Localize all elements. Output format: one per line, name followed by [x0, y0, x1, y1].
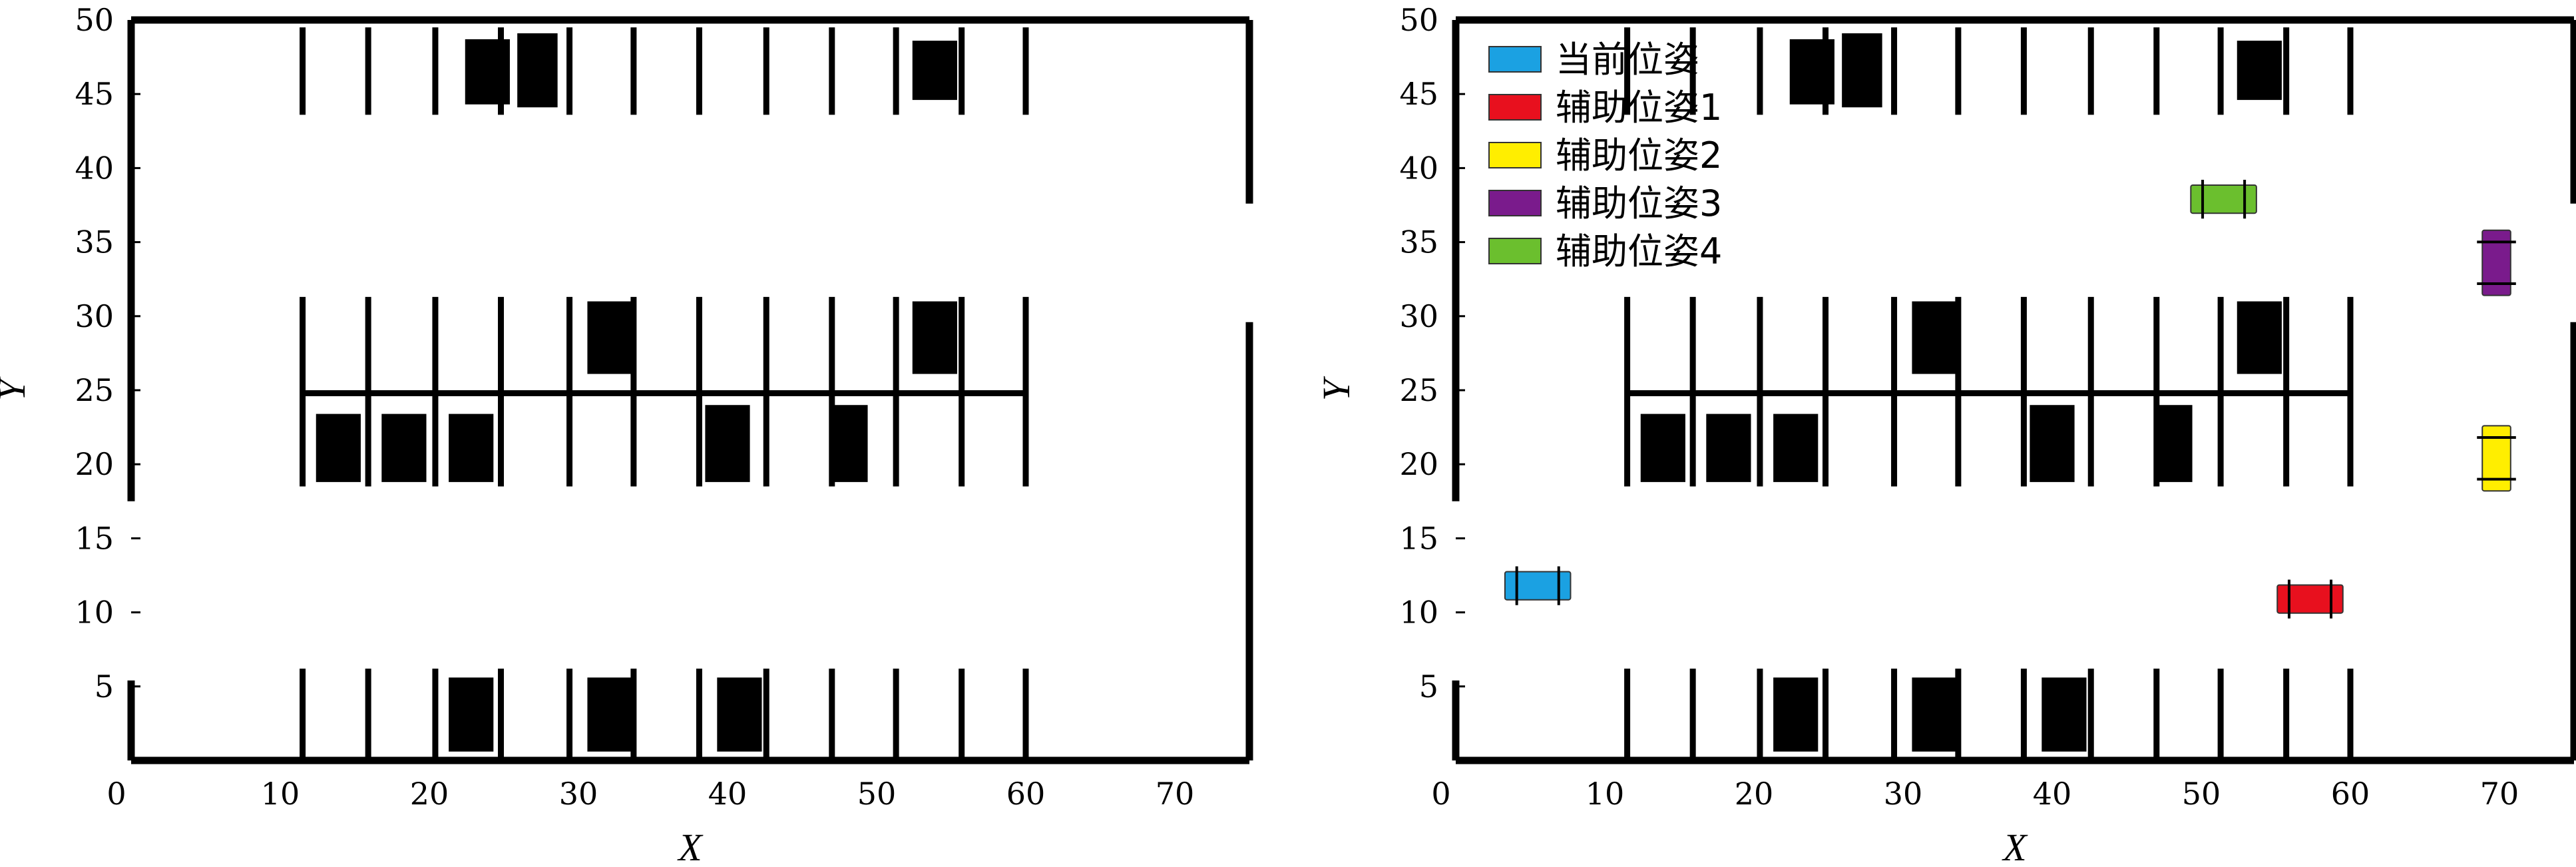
- y-tick-label: 45: [75, 76, 114, 112]
- legend-label: 辅助位姿3: [1556, 182, 1722, 224]
- y-tick-label: 25: [75, 372, 114, 408]
- legend-swatch: [1488, 142, 1542, 168]
- legend-label: 辅助位姿1: [1556, 87, 1722, 129]
- panel-right: 5 10 15 20 25 30 35 40 45 50 0 10 20 30 40 50 60 70 X Y 当前位姿…: [1315, 2, 2576, 867]
- x-tick-label: 60: [1006, 776, 1046, 812]
- x-axis-label: X: [677, 826, 704, 867]
- y-tick-label: 15: [1399, 520, 1438, 556]
- y-axis-label: Y: [1315, 376, 1358, 401]
- x-tick-label: 50: [2182, 776, 2221, 812]
- y-tick-label: 35: [75, 224, 114, 260]
- parked-car: [717, 677, 762, 752]
- parked-car: [705, 405, 750, 482]
- parked-car: [1842, 33, 1882, 108]
- parked-car: [830, 405, 868, 482]
- x-tick-label: 70: [2480, 776, 2519, 812]
- parked-car: [1706, 414, 1751, 482]
- x-tick-label: 40: [2033, 776, 2072, 812]
- y-tick-label: 10: [75, 595, 114, 631]
- parked-car: [587, 677, 632, 752]
- x-tick-label: 10: [261, 776, 300, 812]
- y-tick-label: 10: [1399, 595, 1438, 631]
- y-tick-label: 50: [1399, 2, 1438, 38]
- x-tick-label: 30: [1884, 776, 1923, 812]
- parked-car: [316, 414, 361, 482]
- x-tick-label: 50: [857, 776, 897, 812]
- legend-swatch: [1488, 238, 1542, 264]
- y-tick-label: 5: [95, 669, 114, 705]
- parked-car: [1773, 677, 1819, 752]
- x-tick-label: 40: [708, 776, 748, 812]
- legend-label: 当前位姿: [1556, 39, 1699, 81]
- parked-car: [2155, 405, 2193, 482]
- y-tick-label: 35: [1399, 224, 1438, 260]
- parked-car: [449, 414, 494, 482]
- parked-car: [465, 39, 510, 105]
- y-tick-label: 20: [75, 446, 114, 482]
- parked-car: [2041, 677, 2087, 752]
- x-tick-label: 60: [2331, 776, 2370, 812]
- y-tick-label: 25: [1399, 372, 1438, 408]
- parked-car: [1789, 39, 1834, 105]
- y-axis-label: Y: [0, 376, 33, 401]
- legend-swatch: [1488, 46, 1542, 73]
- parked-car: [2237, 301, 2282, 374]
- parked-car: [1640, 414, 1685, 482]
- legend-swatch: [1488, 190, 1542, 216]
- pose-vehicle: [1504, 571, 1572, 601]
- pose-vehicle: [2481, 425, 2511, 492]
- parked-car: [912, 301, 957, 374]
- parked-car: [449, 677, 494, 752]
- y-tick-label: 20: [1399, 446, 1438, 482]
- y-tick-label: 30: [75, 298, 114, 334]
- parked-car: [1773, 414, 1819, 482]
- parked-car: [517, 33, 558, 108]
- x-tick-label: 30: [559, 776, 598, 812]
- y-tick-label: 40: [75, 150, 114, 186]
- y-tick-label: 5: [1419, 669, 1438, 705]
- y-tick-label: 45: [1399, 76, 1438, 112]
- pose-vehicle: [2276, 584, 2344, 614]
- x-tick-label: 70: [1156, 776, 1195, 812]
- x-tick-label: 20: [1735, 776, 1774, 812]
- x-tick-label: 0: [1431, 776, 1450, 812]
- y-tick-label: 40: [1399, 150, 1438, 186]
- parked-car: [1912, 301, 1957, 374]
- parked-car: [2237, 41, 2282, 101]
- pose-vehicle: [2190, 184, 2257, 214]
- y-tick-label: 30: [1399, 298, 1438, 334]
- parked-car: [587, 301, 632, 374]
- legend-swatch: [1488, 94, 1542, 121]
- legend-label: 辅助位姿4: [1556, 230, 1722, 272]
- parked-car: [2030, 405, 2075, 482]
- y-tick-label: 50: [75, 2, 114, 38]
- parked-car: [912, 41, 957, 101]
- parked-car: [381, 414, 427, 482]
- x-tick-label: 0: [107, 776, 126, 812]
- parked-car: [1912, 677, 1957, 752]
- legend-label: 辅助位姿2: [1556, 135, 1722, 176]
- panel-left: 5 10 15 20 25 30 35 40 45 50 0 10 20 30 40 50 60 70 X Y: [0, 2, 1253, 867]
- pose-vehicle: [2481, 229, 2511, 296]
- y-tick-label: 15: [75, 520, 114, 556]
- x-tick-label: 20: [410, 776, 449, 812]
- x-tick-label: 10: [1586, 776, 1625, 812]
- x-axis-label: X: [2002, 826, 2028, 867]
